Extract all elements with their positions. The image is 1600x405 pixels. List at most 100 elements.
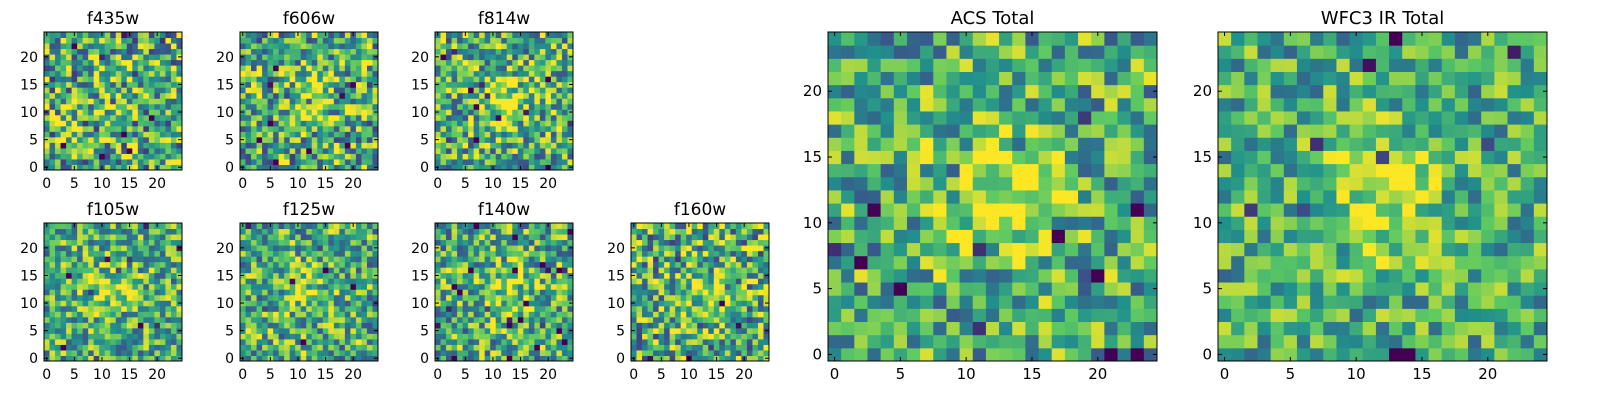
- heatmap-cell: [165, 153, 171, 159]
- heatmap-cell: [99, 251, 105, 257]
- heatmap-cell: [562, 229, 568, 235]
- heatmap-cell: [55, 234, 61, 240]
- heatmap-cell: [116, 333, 122, 339]
- heatmap-cell: [529, 137, 535, 143]
- heatmap-cell: [881, 348, 895, 362]
- heatmap-cell: [251, 289, 257, 295]
- heatmap-cell: [485, 229, 491, 235]
- heatmap-cell: [50, 339, 56, 345]
- heatmap-cell: [468, 142, 474, 148]
- heatmap-cell: [88, 131, 94, 137]
- heatmap-cell: [262, 60, 268, 66]
- heatmap-cell: [457, 38, 463, 44]
- heatmap-cell: [367, 344, 373, 350]
- heatmap-cell: [138, 256, 144, 262]
- heatmap-cell: [328, 350, 334, 356]
- heatmap-cell: [551, 76, 557, 82]
- heatmap-cell: [165, 256, 171, 262]
- heatmap-cell: [496, 65, 502, 71]
- heatmap-cell: [507, 240, 513, 246]
- heatmap-cell: [485, 234, 491, 240]
- heatmap-cell: [116, 54, 122, 60]
- heatmap-cell: [474, 142, 480, 148]
- heatmap-cell: [72, 120, 78, 126]
- heatmap-cell: [165, 32, 171, 38]
- heatmap-cell: [273, 87, 279, 93]
- heatmap-cell: [648, 256, 654, 262]
- heatmap-cell: [468, 344, 474, 350]
- heatmap-cell: [523, 49, 529, 55]
- heatmap-cell: [703, 251, 709, 257]
- heatmap-cell: [290, 120, 296, 126]
- heatmap-cell: [77, 234, 83, 240]
- heatmap-cell: [127, 104, 133, 110]
- heatmap-cell: [894, 203, 908, 217]
- heatmap-cell: [61, 71, 67, 77]
- heatmap-cell: [474, 120, 480, 126]
- heatmap-cell: [540, 240, 546, 246]
- heatmap-cell: [512, 289, 518, 295]
- heatmap-cell: [501, 328, 507, 334]
- heatmap-cell: [127, 65, 133, 71]
- heatmap-cell: [973, 229, 987, 243]
- heatmap-cell: [653, 262, 659, 268]
- heatmap-cell: [1052, 348, 1066, 362]
- heatmap-cell: [361, 333, 367, 339]
- heatmap-cell: [83, 148, 89, 154]
- heatmap-cell: [441, 300, 447, 306]
- heatmap-cell: [72, 339, 78, 345]
- heatmap-cell: [551, 159, 557, 165]
- heatmap-cell: [681, 251, 687, 257]
- heatmap-cell: [279, 245, 285, 251]
- heatmap-cell: [490, 284, 496, 290]
- heatmap-cell: [44, 71, 50, 77]
- heatmap-cell: [648, 278, 654, 284]
- heatmap-cell: [540, 142, 546, 148]
- heatmap-cell: [631, 350, 637, 356]
- heatmap-cell: [246, 262, 252, 268]
- heatmap-cell: [83, 229, 89, 235]
- heatmap-cell: [246, 76, 252, 82]
- heatmap-cell: [457, 322, 463, 328]
- heatmap-cell: [116, 65, 122, 71]
- heatmap-cell: [758, 344, 764, 350]
- heatmap-cell: [747, 311, 753, 317]
- heatmap-cell: [50, 142, 56, 148]
- heatmap-cell: [251, 115, 257, 121]
- heatmap-cell: [77, 245, 83, 251]
- heatmap-cell: [361, 240, 367, 246]
- heatmap-cell: [933, 229, 947, 243]
- heatmap-cell: [556, 300, 562, 306]
- heatmap-cell: [50, 328, 56, 334]
- heatmap-cell: [501, 43, 507, 49]
- heatmap-cell: [631, 311, 637, 317]
- heatmap-cell: [72, 49, 78, 55]
- heatmap-cell: [946, 295, 960, 309]
- heatmap-cell: [61, 344, 67, 350]
- heatmap-cell: [523, 262, 529, 268]
- heatmap-cell: [960, 190, 974, 204]
- heatmap-cell: [290, 251, 296, 257]
- heatmap-cell: [562, 142, 568, 148]
- heatmap-cell: [999, 348, 1013, 362]
- heatmap-cell: [165, 223, 171, 229]
- heatmap-cell: [540, 267, 546, 273]
- heatmap-cell: [529, 295, 535, 301]
- heatmap-cell: [479, 273, 485, 279]
- heatmap-cell: [747, 289, 753, 295]
- heatmap-cell: [1104, 335, 1118, 349]
- heatmap-cell: [143, 311, 149, 317]
- heatmap-cell: [973, 335, 987, 349]
- heatmap-cell: [94, 328, 100, 334]
- heatmap-cell: [637, 295, 643, 301]
- heatmap-cell: [72, 256, 78, 262]
- heatmap-cell: [670, 251, 676, 257]
- heatmap-cell: [154, 159, 160, 165]
- heatmap-cell: [165, 49, 171, 55]
- heatmap-cell: [1104, 256, 1118, 270]
- heatmap-cell: [854, 150, 868, 164]
- heatmap-cell: [960, 164, 974, 178]
- heatmap-cell: [105, 322, 111, 328]
- heatmap-cell: [637, 300, 643, 306]
- heatmap-cell: [457, 104, 463, 110]
